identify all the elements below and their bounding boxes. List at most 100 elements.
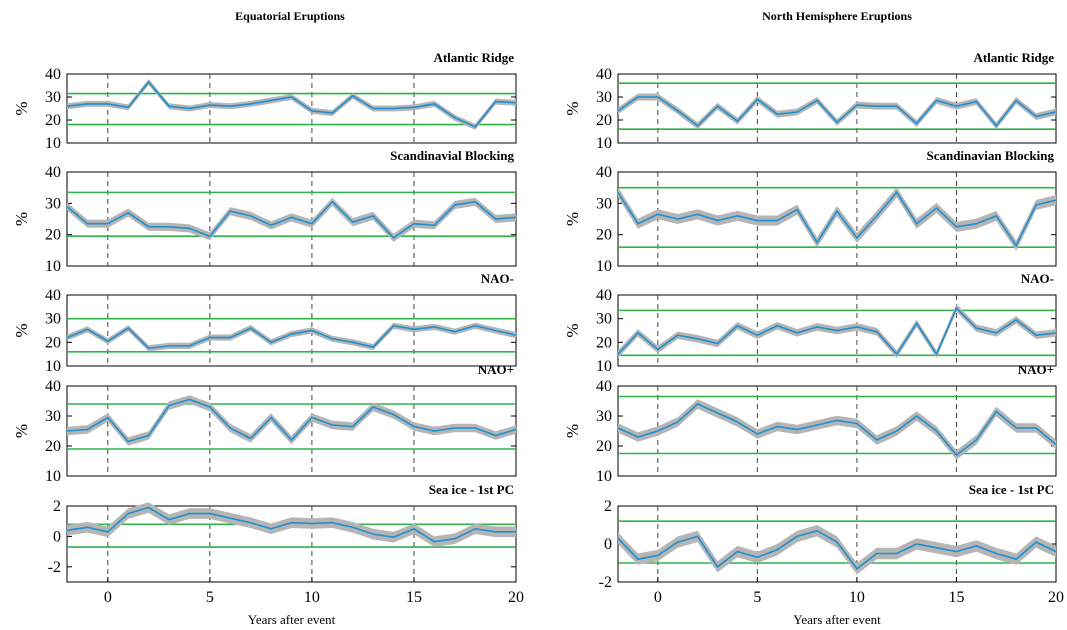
y-tick-label: 0 [53, 528, 61, 545]
panel-title: Scandinavian Blocking [926, 148, 1054, 163]
data-point [86, 103, 89, 105]
data-point [756, 219, 759, 222]
x-tick-label: 10 [304, 589, 320, 606]
y-tick-label: 30 [596, 311, 612, 328]
data-point [372, 215, 374, 217]
data-point [249, 215, 252, 217]
data-point [209, 336, 211, 339]
y-tick-label: 40 [45, 287, 61, 304]
data-point [249, 103, 252, 105]
data-point [392, 536, 395, 538]
panel-equatorial-4: NAO+ 10 20 30 40% [12, 362, 517, 485]
data-point [433, 326, 436, 328]
data-point [392, 107, 395, 110]
panel-title: Sea ice - 1st PC [429, 482, 514, 497]
data-point [413, 328, 415, 331]
data-point [515, 428, 517, 431]
y-tick-label: 40 [596, 378, 612, 395]
series-line [66, 80, 517, 128]
column-title: Equatorial Eruptions [235, 9, 345, 23]
data-point [127, 211, 130, 214]
data-point [127, 106, 130, 109]
x-axis-label: Years after event [793, 612, 881, 627]
data-point [676, 541, 679, 543]
y-axis-label: % [12, 424, 31, 438]
data-point [433, 103, 436, 105]
data-point [249, 437, 252, 440]
x-tick-label: 15 [948, 589, 964, 606]
y-tick-label: 20 [45, 112, 61, 129]
data-point [836, 541, 838, 543]
data-point [756, 556, 759, 559]
y-tick-label: -2 [48, 559, 61, 576]
data-point [494, 329, 497, 332]
data-point [66, 430, 68, 432]
data-point [147, 81, 150, 83]
data-point [474, 528, 476, 530]
data-point [796, 111, 798, 113]
data-point [290, 333, 293, 335]
x-tick-label: 0 [104, 589, 112, 606]
data-point [816, 326, 818, 328]
data-point [637, 222, 639, 225]
data-point [331, 200, 334, 203]
data-point [515, 101, 517, 104]
data-point [1055, 332, 1057, 334]
data-point [995, 410, 998, 413]
data-point [637, 436, 639, 438]
panel-title: NAO+ [1018, 362, 1054, 377]
y-axis-label: % [563, 212, 582, 226]
data-point [86, 222, 89, 225]
y-tick-label: 20 [596, 112, 612, 129]
data-point [433, 224, 436, 227]
data-point [66, 105, 68, 107]
confidence-band [67, 502, 516, 548]
data-point [696, 124, 699, 127]
data-point [756, 334, 759, 337]
data-point [637, 332, 639, 334]
data-point [107, 416, 109, 419]
series-line [66, 398, 517, 443]
data-point [796, 428, 798, 431]
data-point [836, 329, 838, 332]
data-point [876, 105, 878, 107]
panel-title: NAO- [1021, 271, 1054, 286]
panel-title: Atlantic Ridge [433, 50, 514, 65]
data-point [716, 412, 719, 414]
panel-north-hemisphere-1: North Hemisphere Eruptions Atlantic Ridge… [563, 9, 1057, 152]
data-point [127, 512, 130, 515]
data-point [856, 422, 858, 425]
data-point [147, 226, 150, 228]
y-tick-label: 20 [45, 438, 61, 455]
data-point [372, 406, 374, 408]
data-point [453, 330, 456, 333]
y-axis-label: % [12, 212, 31, 226]
panel-title: NAO+ [478, 362, 514, 377]
data-point [270, 224, 272, 227]
data-point [494, 531, 497, 533]
data-point [955, 105, 958, 107]
panel-title: Sea ice - 1st PC [969, 482, 1054, 497]
data-point [1055, 550, 1057, 553]
data-point [392, 324, 395, 327]
data-point [796, 208, 798, 211]
data-point [776, 219, 779, 222]
data-point [836, 419, 838, 422]
data-point [915, 122, 918, 125]
data-point [331, 424, 334, 426]
data-point [716, 566, 719, 568]
data-point [413, 425, 415, 428]
y-tick-label: 10 [596, 135, 612, 152]
data-point [637, 96, 639, 98]
data-point [1015, 427, 1017, 429]
data-point [1035, 115, 1037, 118]
data-point [856, 326, 858, 328]
x-tick-label: 0 [654, 589, 662, 606]
data-point [696, 403, 699, 405]
y-axis-label: % [563, 323, 582, 337]
y-tick-label: 2 [53, 498, 61, 515]
data-point [696, 535, 699, 538]
y-tick-label: -2 [599, 574, 612, 591]
